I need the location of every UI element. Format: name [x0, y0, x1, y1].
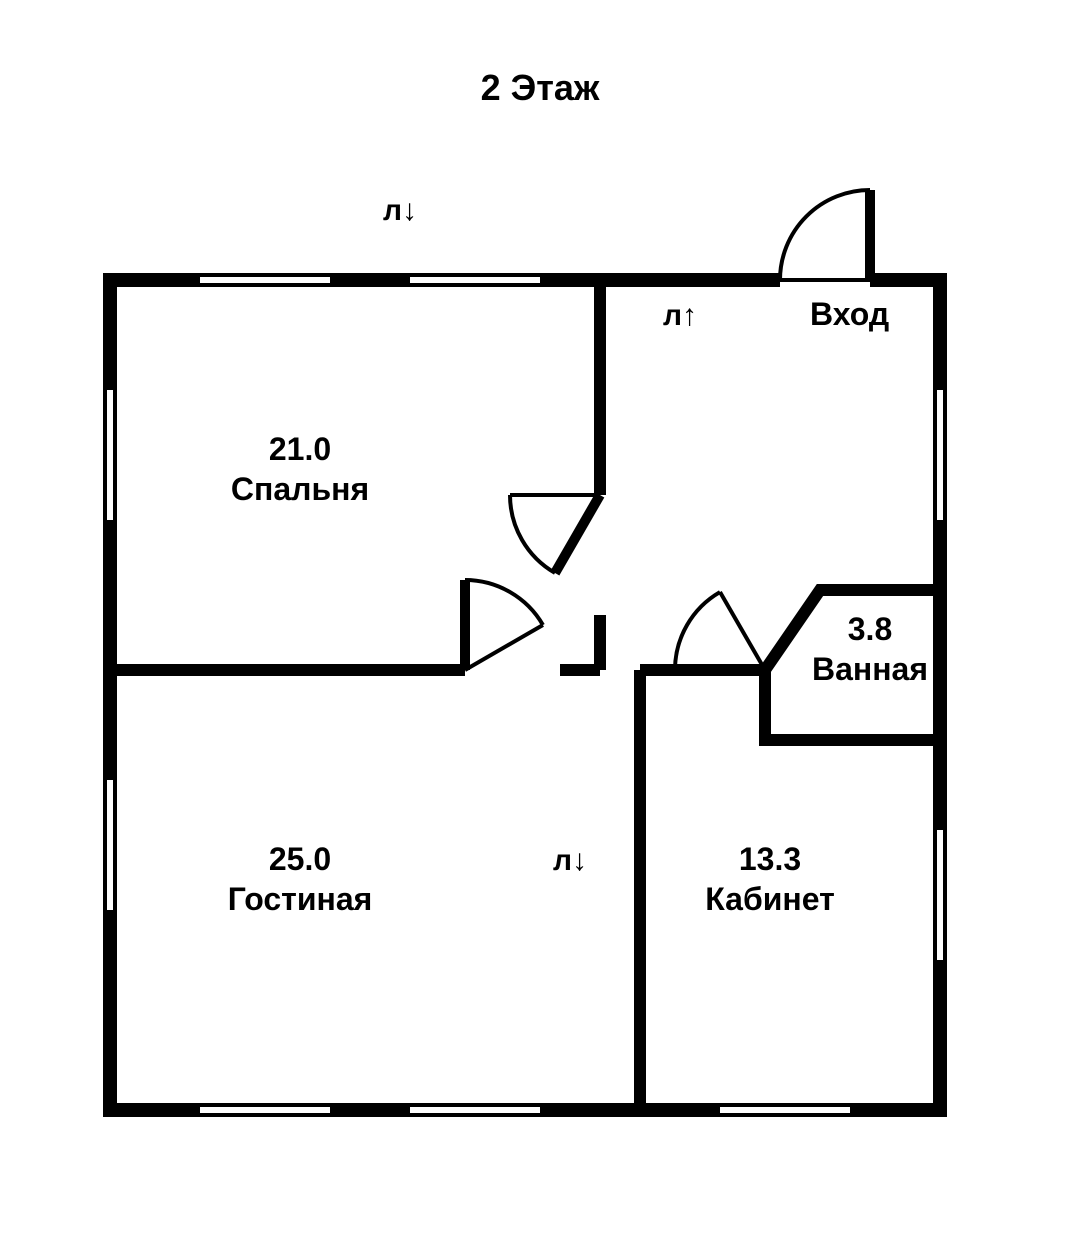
stair-label-up: л↑ — [663, 299, 697, 332]
room-area-bedroom: 21.0 — [269, 431, 331, 467]
room-name-study: Кабинет — [705, 881, 835, 917]
room-area-living: 25.0 — [269, 841, 331, 877]
plan-title: 2 Этаж — [481, 67, 600, 108]
room-name-living: Гостиная — [228, 881, 373, 917]
room-area-bathroom: 3.8 — [848, 611, 892, 647]
stair-label-outside: л↓ — [383, 194, 417, 227]
room-name-bathroom: Ванная — [812, 651, 928, 687]
entrance-label: Вход — [810, 296, 889, 332]
room-name-bedroom: Спальня — [231, 471, 369, 507]
stair-label-down: л↓ — [553, 844, 587, 877]
room-area-study: 13.3 — [739, 841, 801, 877]
